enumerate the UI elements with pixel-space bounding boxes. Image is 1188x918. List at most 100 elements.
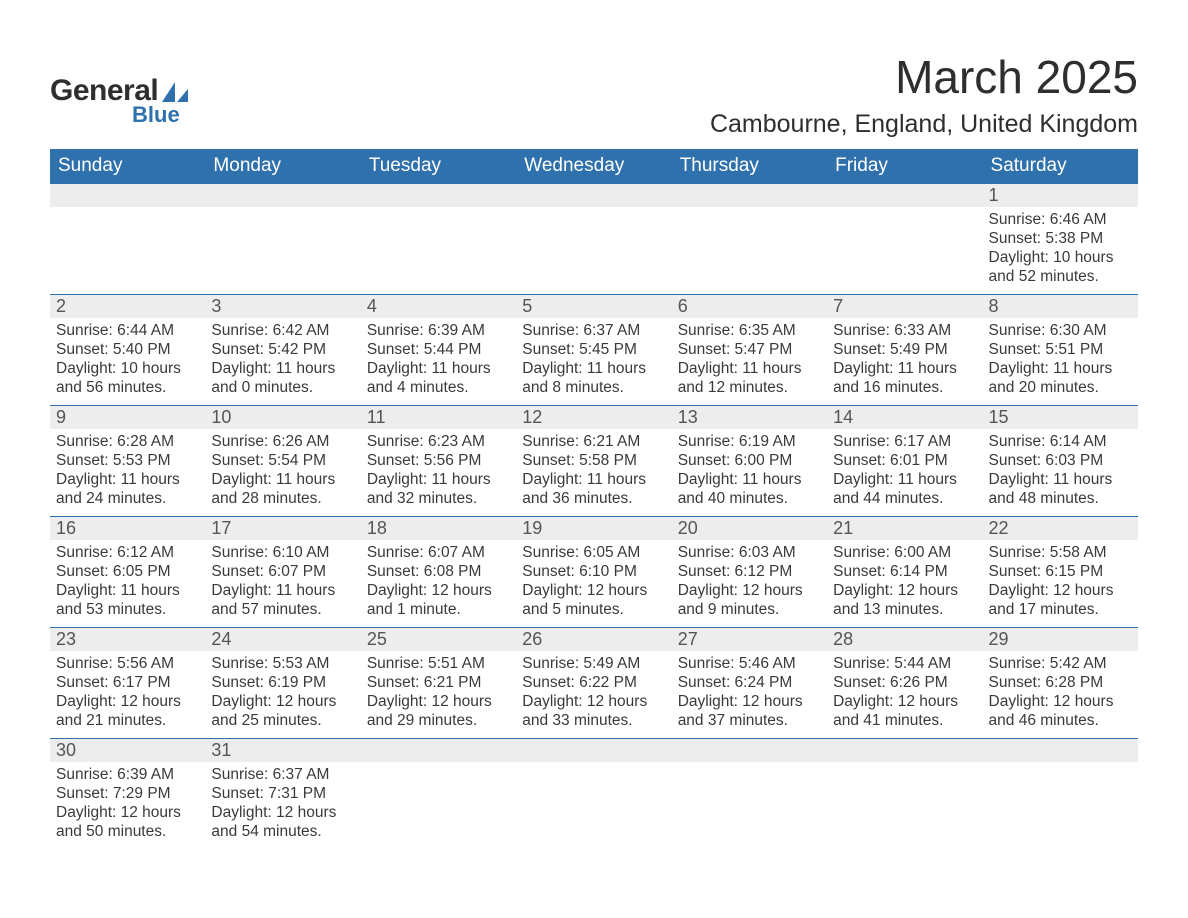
day-cell: Sunrise: 6:17 AMSunset: 6:01 PMDaylight:…: [827, 429, 982, 517]
day-cell: Sunrise: 6:33 AMSunset: 5:49 PMDaylight:…: [827, 318, 982, 406]
day-number: 8: [983, 295, 1138, 319]
sunset: Sunset: 6:00 PM: [678, 451, 821, 470]
month-title: March 2025: [710, 50, 1138, 104]
daylight-line2: and 21 minutes.: [56, 711, 199, 730]
day-cell: Sunrise: 6:26 AMSunset: 5:54 PMDaylight:…: [205, 429, 360, 517]
day-number: 9: [50, 406, 205, 430]
daylight-line1: Daylight: 11 hours: [522, 359, 665, 378]
day-number: [672, 739, 827, 763]
sunset: Sunset: 6:10 PM: [522, 562, 665, 581]
daylight-line1: Daylight: 11 hours: [989, 470, 1132, 489]
calendar-page: General Blue March 2025 Cambourne, Engla…: [0, 0, 1188, 889]
sunrise: Sunrise: 6:42 AM: [211, 321, 354, 340]
sunrise: Sunrise: 6:17 AM: [833, 432, 976, 451]
daylight-line1: Daylight: 11 hours: [678, 359, 821, 378]
day-number: [361, 739, 516, 763]
daylight-line2: and 50 minutes.: [56, 822, 199, 841]
sunrise: Sunrise: 5:53 AM: [211, 654, 354, 673]
day-cell: Sunrise: 6:21 AMSunset: 5:58 PMDaylight:…: [516, 429, 671, 517]
day-number: 31: [205, 739, 360, 763]
sunset: Sunset: 5:51 PM: [989, 340, 1132, 359]
daylight-line2: and 12 minutes.: [678, 378, 821, 397]
sunset: Sunset: 6:15 PM: [989, 562, 1132, 581]
day-number: 12: [516, 406, 671, 430]
weekday-sun: Sunday: [50, 149, 205, 184]
daylight-line1: Daylight: 11 hours: [367, 359, 510, 378]
week-4-content-row: Sunrise: 5:56 AMSunset: 6:17 PMDaylight:…: [50, 651, 1138, 739]
day-number: 19: [516, 517, 671, 541]
day-cell: Sunrise: 5:51 AMSunset: 6:21 PMDaylight:…: [361, 651, 516, 739]
sunrise: Sunrise: 6:37 AM: [522, 321, 665, 340]
week-1-content-row: Sunrise: 6:44 AMSunset: 5:40 PMDaylight:…: [50, 318, 1138, 406]
sail-icon: [162, 82, 188, 102]
sunrise: Sunrise: 6:07 AM: [367, 543, 510, 562]
sunset: Sunset: 5:42 PM: [211, 340, 354, 359]
day-number: 4: [361, 295, 516, 319]
daylight-line2: and 52 minutes.: [989, 267, 1132, 286]
day-number: 28: [827, 628, 982, 652]
daylight-line1: Daylight: 12 hours: [833, 581, 976, 600]
day-number: 5: [516, 295, 671, 319]
daylight-line1: Daylight: 10 hours: [989, 248, 1132, 267]
sunrise: Sunrise: 6:33 AM: [833, 321, 976, 340]
day-number: 25: [361, 628, 516, 652]
day-number: [516, 739, 671, 763]
day-number: 3: [205, 295, 360, 319]
daylight-line1: Daylight: 11 hours: [56, 470, 199, 489]
day-cell: Sunrise: 6:28 AMSunset: 5:53 PMDaylight:…: [50, 429, 205, 517]
weekday-thu: Thursday: [672, 149, 827, 184]
daylight-line2: and 16 minutes.: [833, 378, 976, 397]
day-number: 26: [516, 628, 671, 652]
day-cell: [361, 207, 516, 295]
sunset: Sunset: 6:19 PM: [211, 673, 354, 692]
daylight-line2: and 4 minutes.: [367, 378, 510, 397]
day-cell: Sunrise: 5:56 AMSunset: 6:17 PMDaylight:…: [50, 651, 205, 739]
sunrise: Sunrise: 5:46 AM: [678, 654, 821, 673]
day-number: [516, 184, 671, 208]
weekday-fri: Friday: [827, 149, 982, 184]
calendar-table: Sunday Monday Tuesday Wednesday Thursday…: [50, 149, 1138, 849]
day-cell: Sunrise: 6:39 AMSunset: 7:29 PMDaylight:…: [50, 762, 205, 849]
sunset: Sunset: 5:58 PM: [522, 451, 665, 470]
day-cell: [672, 762, 827, 849]
day-number: [205, 184, 360, 208]
day-number: 24: [205, 628, 360, 652]
daylight-line1: Daylight: 10 hours: [56, 359, 199, 378]
daylight-line1: Daylight: 11 hours: [833, 359, 976, 378]
sunset: Sunset: 6:08 PM: [367, 562, 510, 581]
day-cell: Sunrise: 6:44 AMSunset: 5:40 PMDaylight:…: [50, 318, 205, 406]
weekday-wed: Wednesday: [516, 149, 671, 184]
day-cell: Sunrise: 6:10 AMSunset: 6:07 PMDaylight:…: [205, 540, 360, 628]
day-number: [361, 184, 516, 208]
daylight-line2: and 36 minutes.: [522, 489, 665, 508]
daylight-line1: Daylight: 12 hours: [522, 581, 665, 600]
sunrise: Sunrise: 5:49 AM: [522, 654, 665, 673]
sunrise: Sunrise: 6:10 AM: [211, 543, 354, 562]
logo-word2: Blue: [132, 102, 188, 128]
daylight-line1: Daylight: 12 hours: [211, 692, 354, 711]
day-cell: [983, 762, 1138, 849]
week-5-content-row: Sunrise: 6:39 AMSunset: 7:29 PMDaylight:…: [50, 762, 1138, 849]
daylight-line1: Daylight: 12 hours: [211, 803, 354, 822]
day-cell: Sunrise: 6:30 AMSunset: 5:51 PMDaylight:…: [983, 318, 1138, 406]
daylight-line2: and 9 minutes.: [678, 600, 821, 619]
daylight-line2: and 25 minutes.: [211, 711, 354, 730]
sunset: Sunset: 6:24 PM: [678, 673, 821, 692]
sunrise: Sunrise: 5:42 AM: [989, 654, 1132, 673]
sunrise: Sunrise: 6:46 AM: [989, 210, 1132, 229]
day-cell: Sunrise: 5:53 AMSunset: 6:19 PMDaylight:…: [205, 651, 360, 739]
daylight-line1: Daylight: 12 hours: [367, 581, 510, 600]
sunrise: Sunrise: 6:39 AM: [56, 765, 199, 784]
day-number: 29: [983, 628, 1138, 652]
sunset: Sunset: 6:05 PM: [56, 562, 199, 581]
daylight-line2: and 0 minutes.: [211, 378, 354, 397]
daylight-line1: Daylight: 11 hours: [522, 470, 665, 489]
day-number: 15: [983, 406, 1138, 430]
sunrise: Sunrise: 6:12 AM: [56, 543, 199, 562]
week-3-daynum-row: 16171819202122: [50, 517, 1138, 541]
daylight-line1: Daylight: 12 hours: [522, 692, 665, 711]
sunrise: Sunrise: 6:30 AM: [989, 321, 1132, 340]
sunset: Sunset: 5:45 PM: [522, 340, 665, 359]
daylight-line1: Daylight: 11 hours: [367, 470, 510, 489]
day-cell: Sunrise: 5:46 AMSunset: 6:24 PMDaylight:…: [672, 651, 827, 739]
